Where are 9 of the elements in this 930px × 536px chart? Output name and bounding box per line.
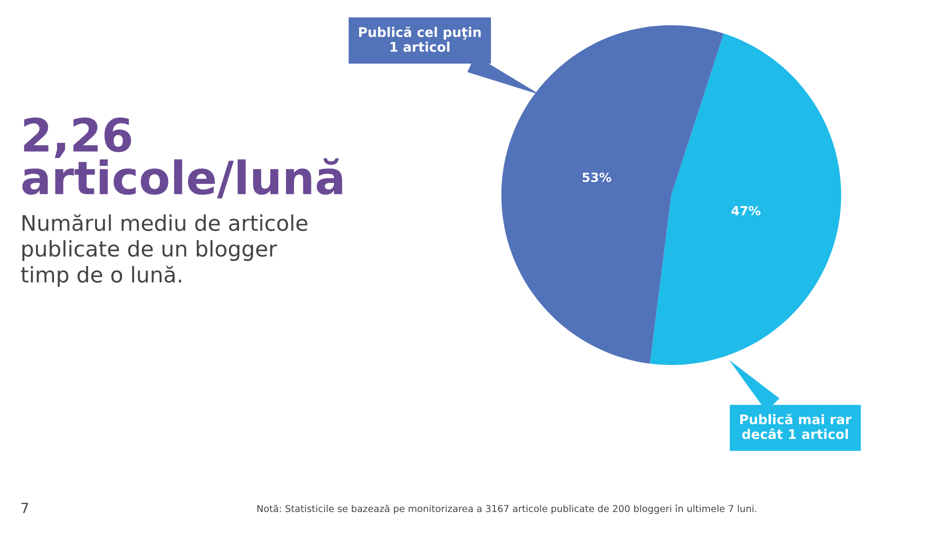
text: Notă: Statisticile se bazează pe monitorizarea a 3167 articole publicate de 200 bloggeri în ultimele 7 luni. xyxy=(257,504,756,514)
text: Numărul mediu de articole publicate de un blogger timp de o lună. xyxy=(21,214,308,287)
data-label: 53% xyxy=(582,172,612,182)
pie-slice xyxy=(650,34,842,366)
slice-label: Publică cel puţin 1 articol xyxy=(359,26,481,52)
slice-label: Publică mai rar decât 1 articol xyxy=(740,414,852,440)
text: 2,26 articole/lună xyxy=(22,118,342,198)
text: 7 xyxy=(22,502,28,514)
data-label: 47% xyxy=(731,206,760,216)
